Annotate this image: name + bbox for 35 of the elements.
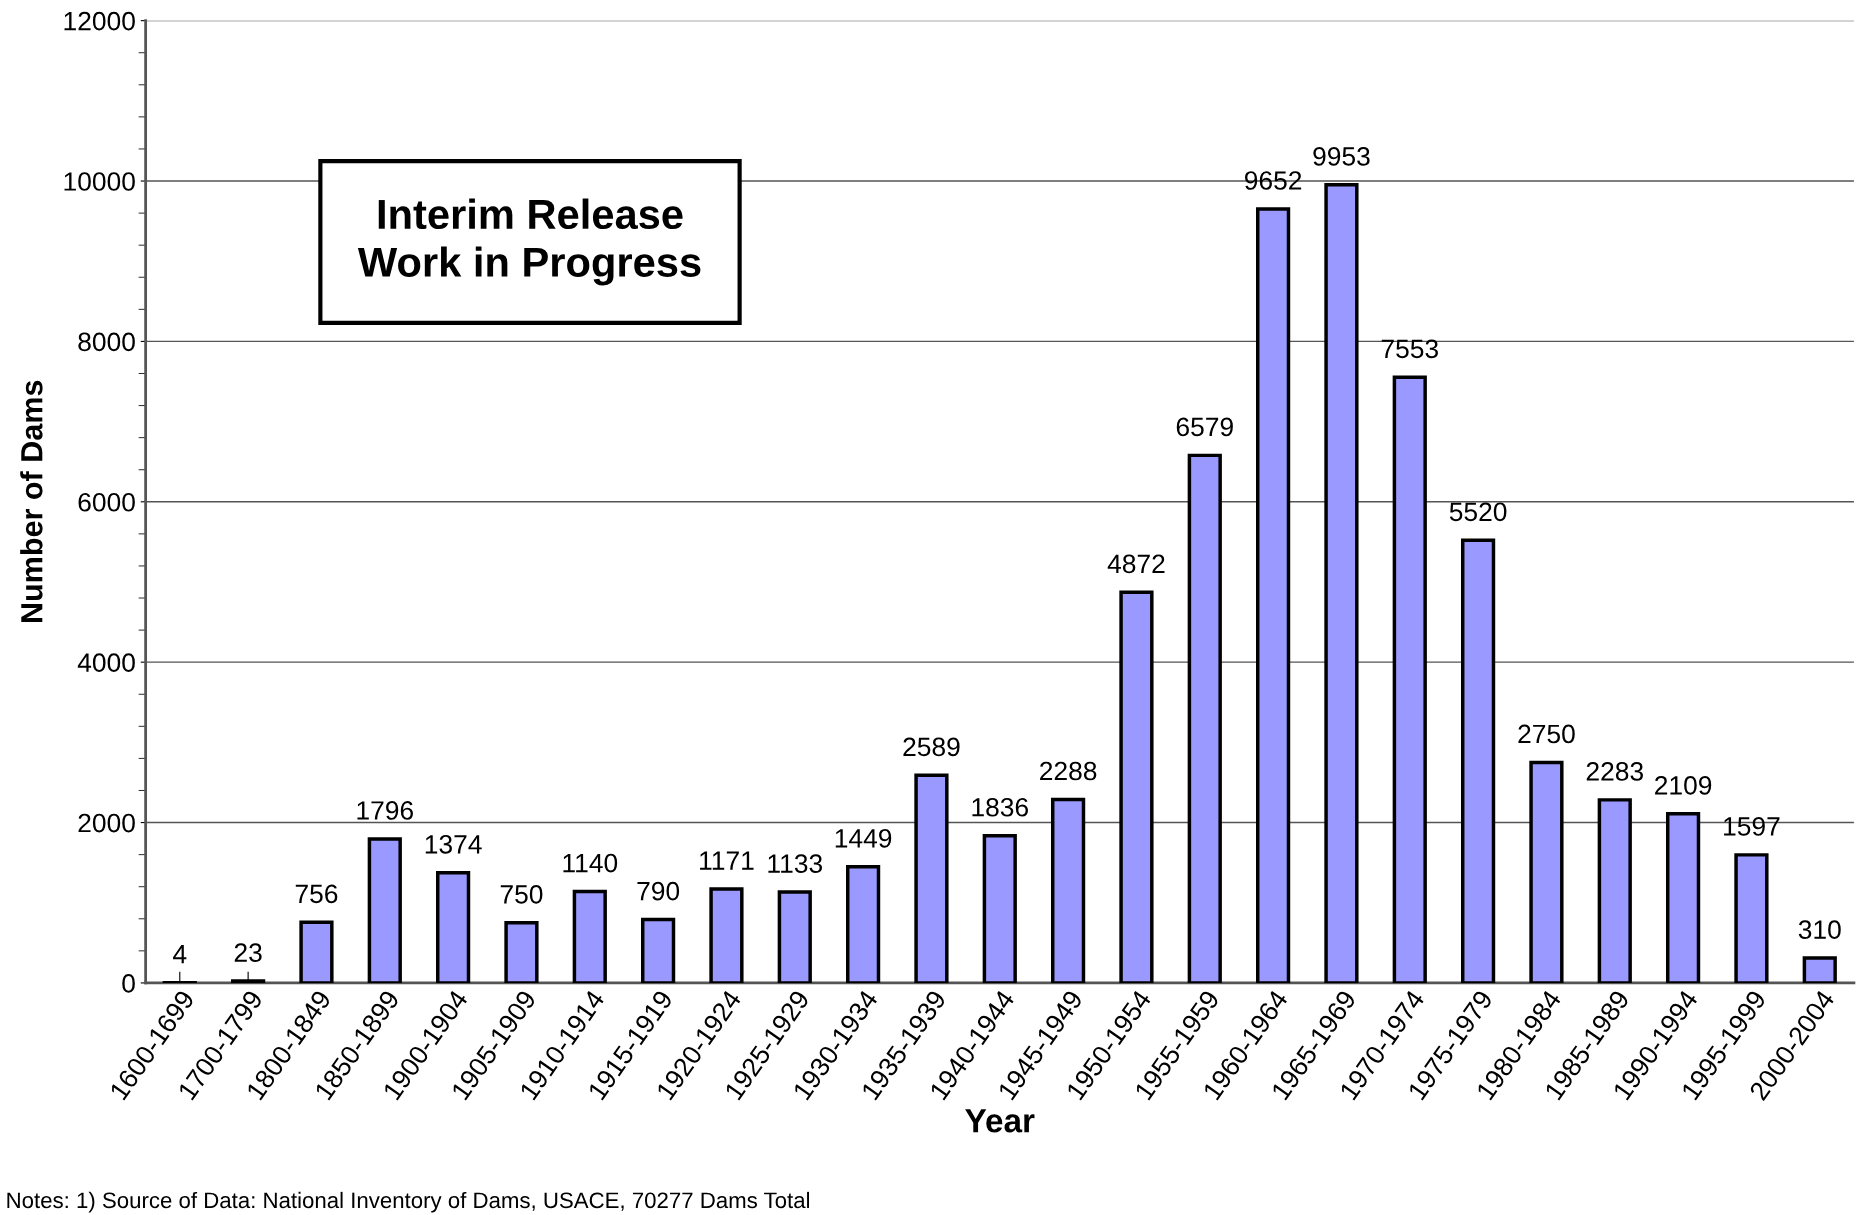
y-tick-label: 8000 [78,332,135,352]
data-label: 1796 [357,801,413,820]
y-tick-label: 2000 [78,813,135,833]
data-label: 310 [1798,920,1841,939]
y-tick-label: 6000 [78,492,135,512]
data-label: 2750 [1518,724,1575,744]
data-label: 756 [295,884,338,904]
x-axis-title: Year [965,1109,1035,1133]
y-tick-label: 12000 [64,11,135,31]
data-label: 6579 [1176,417,1233,437]
data-label: 2109 [1655,776,1712,795]
data-label: 1374 [425,834,482,854]
data-label: 2288 [1040,761,1097,781]
data-label: 9953 [1313,147,1370,166]
data-label: 1449 [835,828,892,848]
y-tick-label: 10000 [64,172,135,191]
data-label: 1133 [768,854,822,873]
y-tick-label: 0 [122,974,135,993]
data-label: 790 [637,881,680,901]
data-label: 1836 [972,797,1028,817]
data-label: 1171 [700,851,754,870]
y-axis-title: Number of Dams [20,380,43,622]
text: Notes: 1) Source of Data: National Inventory of Dams, USACE, 70277 Dams Total [7,1191,810,1213]
annotation: Interim Release Work in Progress [357,198,701,286]
data-label: 23 [234,943,262,962]
data-label: 750 [500,885,543,904]
data-label: 1140 [563,853,618,873]
data-label: 4872 [1107,554,1165,574]
data-label: 7553 [1381,339,1438,359]
data-label: 5520 [1449,502,1507,522]
data-label: 4 [173,945,187,964]
y-tick-label: 4000 [77,653,135,672]
data-label: 9652 [1244,171,1302,190]
data-label: 2589 [903,737,960,757]
data-label: 2283 [1586,762,1643,781]
